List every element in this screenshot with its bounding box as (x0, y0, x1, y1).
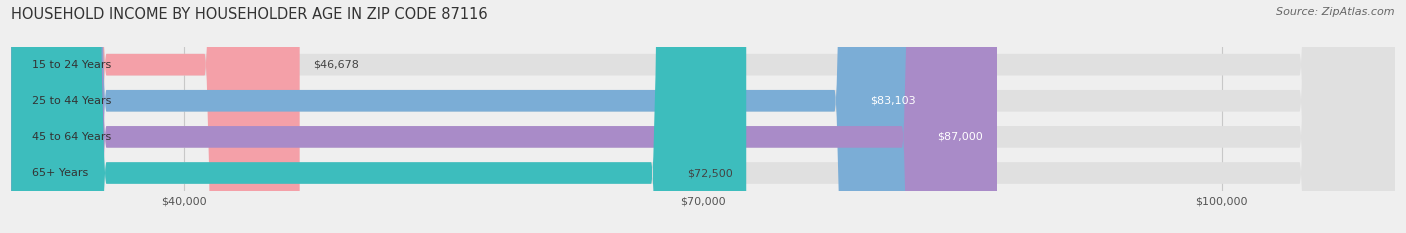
Text: $46,678: $46,678 (314, 60, 360, 70)
Text: 65+ Years: 65+ Years (32, 168, 89, 178)
Text: HOUSEHOLD INCOME BY HOUSEHOLDER AGE IN ZIP CODE 87116: HOUSEHOLD INCOME BY HOUSEHOLDER AGE IN Z… (11, 7, 488, 22)
Text: $72,500: $72,500 (686, 168, 733, 178)
Text: 15 to 24 Years: 15 to 24 Years (32, 60, 111, 70)
FancyBboxPatch shape (11, 0, 997, 233)
Text: $87,000: $87,000 (938, 132, 983, 142)
Text: Source: ZipAtlas.com: Source: ZipAtlas.com (1277, 7, 1395, 17)
FancyBboxPatch shape (11, 0, 929, 233)
FancyBboxPatch shape (11, 0, 1395, 233)
FancyBboxPatch shape (11, 0, 299, 233)
FancyBboxPatch shape (11, 0, 1395, 233)
FancyBboxPatch shape (11, 0, 1395, 233)
FancyBboxPatch shape (11, 0, 747, 233)
Text: 45 to 64 Years: 45 to 64 Years (32, 132, 111, 142)
Text: $83,103: $83,103 (870, 96, 915, 106)
FancyBboxPatch shape (11, 0, 1395, 233)
Text: 25 to 44 Years: 25 to 44 Years (32, 96, 111, 106)
